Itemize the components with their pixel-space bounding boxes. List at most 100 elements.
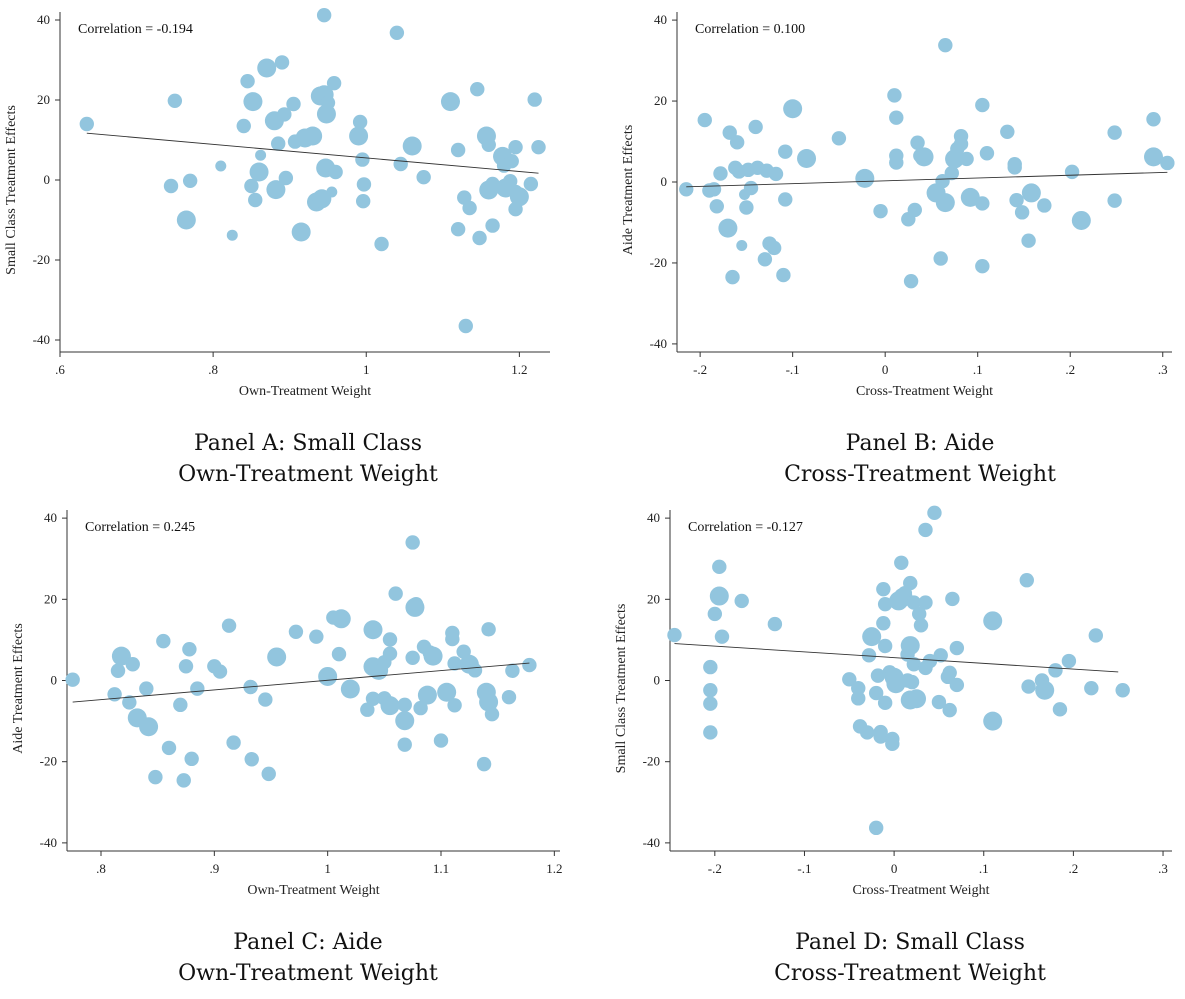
scatter-point [907, 202, 922, 218]
panel-title: Panel A: Small Class [194, 431, 422, 456]
scatter-point [927, 505, 942, 521]
scatter-point [776, 267, 791, 283]
scatter-point [931, 694, 947, 710]
scatter-point [768, 166, 784, 182]
scatter-point [876, 616, 891, 631]
scatter-point [156, 633, 171, 649]
scatter-point [326, 186, 338, 198]
scatter-point [450, 142, 466, 158]
scatter-point [472, 230, 487, 246]
fit-line [86, 132, 539, 174]
x-tick-label: -.2 [693, 362, 707, 377]
panel-subtitle: Own-Treatment Weight [178, 462, 438, 487]
scatter-point [949, 677, 965, 693]
scatter-point [904, 674, 920, 690]
x-tick-label: -.1 [797, 861, 811, 876]
y-tick-label: -20 [643, 754, 660, 769]
scatter-point [1007, 160, 1022, 175]
scatter-point [906, 595, 922, 610]
scatter-point [531, 140, 546, 155]
scatter-point [729, 135, 745, 150]
y-tick-label: 20 [44, 591, 57, 606]
x-tick-label: -.2 [708, 861, 722, 876]
scatter-point [914, 147, 934, 167]
scatter-point [870, 668, 886, 683]
panel-title: Panel D: Small Class [795, 930, 1025, 955]
x-tick-label: 1 [324, 861, 331, 876]
scatter-point [184, 751, 199, 767]
scatter-point [1014, 205, 1030, 220]
scatter-point [365, 691, 381, 706]
scatter-point [326, 76, 342, 91]
y-tick-label: 0 [661, 174, 668, 189]
scatter-point [221, 618, 237, 633]
scatter-point [382, 632, 398, 647]
scatter-point [125, 657, 140, 672]
scatter-point [918, 595, 933, 610]
scatter-point [107, 687, 122, 702]
scatter-point [1052, 702, 1068, 717]
y-tick-label: 20 [37, 92, 50, 107]
x-tick-label: 0 [882, 362, 889, 377]
scatter-point [356, 177, 372, 192]
scatter-point [523, 176, 539, 192]
scatter-point [395, 711, 415, 731]
x-tick-label: 1 [363, 362, 370, 377]
scatter-point [226, 229, 238, 241]
scatter-point [286, 96, 301, 112]
scatter-point [748, 119, 763, 135]
scatter-point [1021, 233, 1036, 248]
scatter-point [889, 110, 904, 125]
panel-b: 40 20 0 -20 -40 -.2 -.1 0 .1 .2 .3 Cross-Treatment … [621, 12, 1175, 487]
scatter-point [778, 192, 793, 207]
correlation-annotation: Correlation = 0.245 [85, 520, 195, 535]
scatter-point [1160, 155, 1175, 171]
scatter-point [402, 136, 422, 156]
scatter-point [868, 820, 884, 836]
scatter-point [244, 752, 259, 767]
scatter-point [393, 156, 408, 172]
scatter-point [447, 698, 462, 713]
scatter-point [178, 659, 194, 674]
scatter-point [743, 180, 759, 196]
scatter-point [312, 189, 332, 209]
scatter-point [757, 252, 773, 267]
scatter-point [979, 146, 995, 161]
y-tick-label: 0 [44, 172, 51, 187]
scatter-point [1143, 147, 1163, 167]
scatter-point [458, 318, 473, 334]
x-tick-label: 0 [891, 861, 898, 876]
scatter-point [903, 273, 919, 289]
scatter-point [1084, 681, 1099, 696]
scatter-point [862, 627, 882, 647]
correlation-annotation: Correlation = 0.100 [695, 22, 805, 37]
correlation-annotation: Correlation = -0.127 [688, 520, 803, 535]
scatter-point [388, 586, 403, 601]
y-tick-label: 20 [647, 591, 660, 606]
x-tick-label: 1.2 [511, 362, 527, 377]
x-tick-label: .2 [1069, 861, 1079, 876]
scatter-point [703, 659, 718, 675]
x-tick-label: 1.1 [433, 861, 449, 876]
scatter-point [476, 756, 492, 772]
scatter-point [860, 725, 875, 740]
y-tick-label: -40 [650, 336, 667, 351]
x-tick-label: -.1 [786, 362, 800, 377]
scatter-point [257, 58, 277, 78]
y-tick-label: -40 [33, 332, 50, 347]
scatter-point [913, 618, 929, 633]
scatter-point [983, 711, 1003, 731]
y-tick-label: 20 [654, 93, 667, 108]
scatter-point [725, 269, 740, 285]
scatter-point [709, 586, 729, 606]
scatter-point [1146, 112, 1161, 127]
panel-title: Panel C: Aide [233, 930, 382, 955]
x-tick-label: 1.2 [546, 861, 562, 876]
scatter-point [328, 164, 343, 180]
scatter-point [163, 178, 179, 194]
y-axis-label: Aide Treatment Effects [621, 125, 636, 255]
scatter-point [1021, 679, 1036, 694]
scatter-point [248, 192, 263, 208]
scatter-point [258, 692, 273, 707]
